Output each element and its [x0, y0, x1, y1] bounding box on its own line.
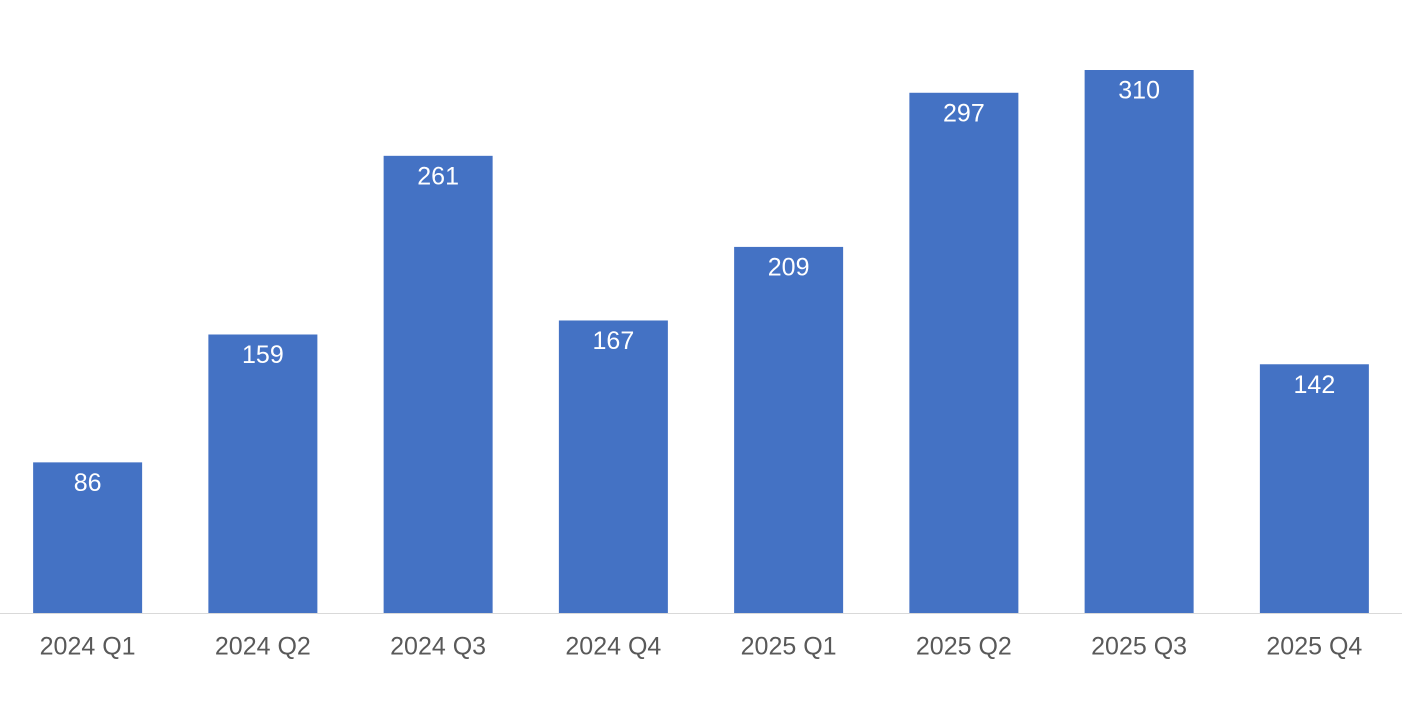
bar — [1084, 70, 1194, 613]
bar — [33, 462, 143, 613]
value-label: 297 — [943, 99, 985, 127]
bar — [208, 334, 318, 613]
value-label: 142 — [1294, 371, 1336, 399]
bar — [1259, 364, 1369, 613]
x-tick-label: 2025 Q3 — [1091, 633, 1187, 661]
x-tick-label: 2024 Q3 — [390, 633, 486, 661]
value-label: 310 — [1118, 77, 1160, 105]
bar — [383, 155, 493, 613]
bar — [558, 320, 668, 613]
value-label: 86 — [74, 469, 102, 497]
value-label: 167 — [593, 327, 635, 355]
bar — [734, 246, 844, 613]
x-tick-label: 2025 Q4 — [1266, 633, 1362, 661]
x-tick-label: 2024 Q1 — [40, 633, 136, 661]
x-tick-label: 2025 Q2 — [916, 633, 1012, 661]
value-label: 261 — [417, 162, 459, 190]
value-label: 159 — [242, 341, 284, 369]
bar — [909, 92, 1019, 613]
value-label: 209 — [768, 254, 810, 282]
x-tick-label: 2024 Q2 — [215, 633, 311, 661]
x-tick-label: 2024 Q4 — [565, 633, 661, 661]
x-tick-label: 2025 Q1 — [741, 633, 837, 661]
